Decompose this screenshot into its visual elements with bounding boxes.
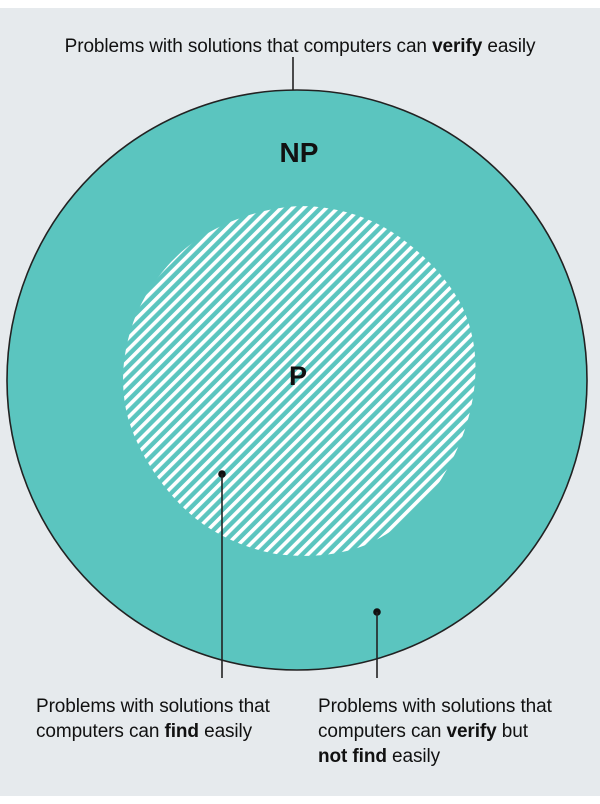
np-not-p-caption-line-2: computers can verify but <box>318 719 588 744</box>
p-definition-caption: Problems with solutions that computers c… <box>36 694 306 744</box>
p-caption-line-1: Problems with solutions that <box>36 696 270 717</box>
np-caption-text-before: Problems with solutions that computers c… <box>64 36 433 57</box>
np-caption-text-after: easily <box>482 36 536 57</box>
p-caption-line-2: computers can find easily <box>36 719 306 744</box>
np-label: NP <box>280 137 319 168</box>
np-definition-caption: Problems with solutions that computers c… <box>0 34 600 59</box>
p-region <box>123 206 476 556</box>
np-not-p-caption-line-2-after: but <box>496 721 528 742</box>
p-label: P <box>289 361 307 391</box>
p-caption-emphasis: find <box>164 721 200 742</box>
np-not-p-caption-verify: verify <box>446 721 497 742</box>
np-not-p-caption-line-3-after: easily <box>386 746 440 767</box>
p-caption-line-2-before: computers can <box>36 721 165 742</box>
np-not-p-caption: Problems with solutions that computers c… <box>318 694 588 769</box>
np-not-p-caption-line-3: not find easily <box>318 744 588 769</box>
np-not-p-caption-line-2-before: computers can <box>318 721 447 742</box>
np-caption-emphasis: verify <box>432 36 483 57</box>
p-caption-line-2-after: easily <box>198 721 253 742</box>
np-not-p-caption-line-1: Problems with solutions that <box>318 696 552 717</box>
np-not-p-caption-not-find: not find <box>318 746 387 767</box>
